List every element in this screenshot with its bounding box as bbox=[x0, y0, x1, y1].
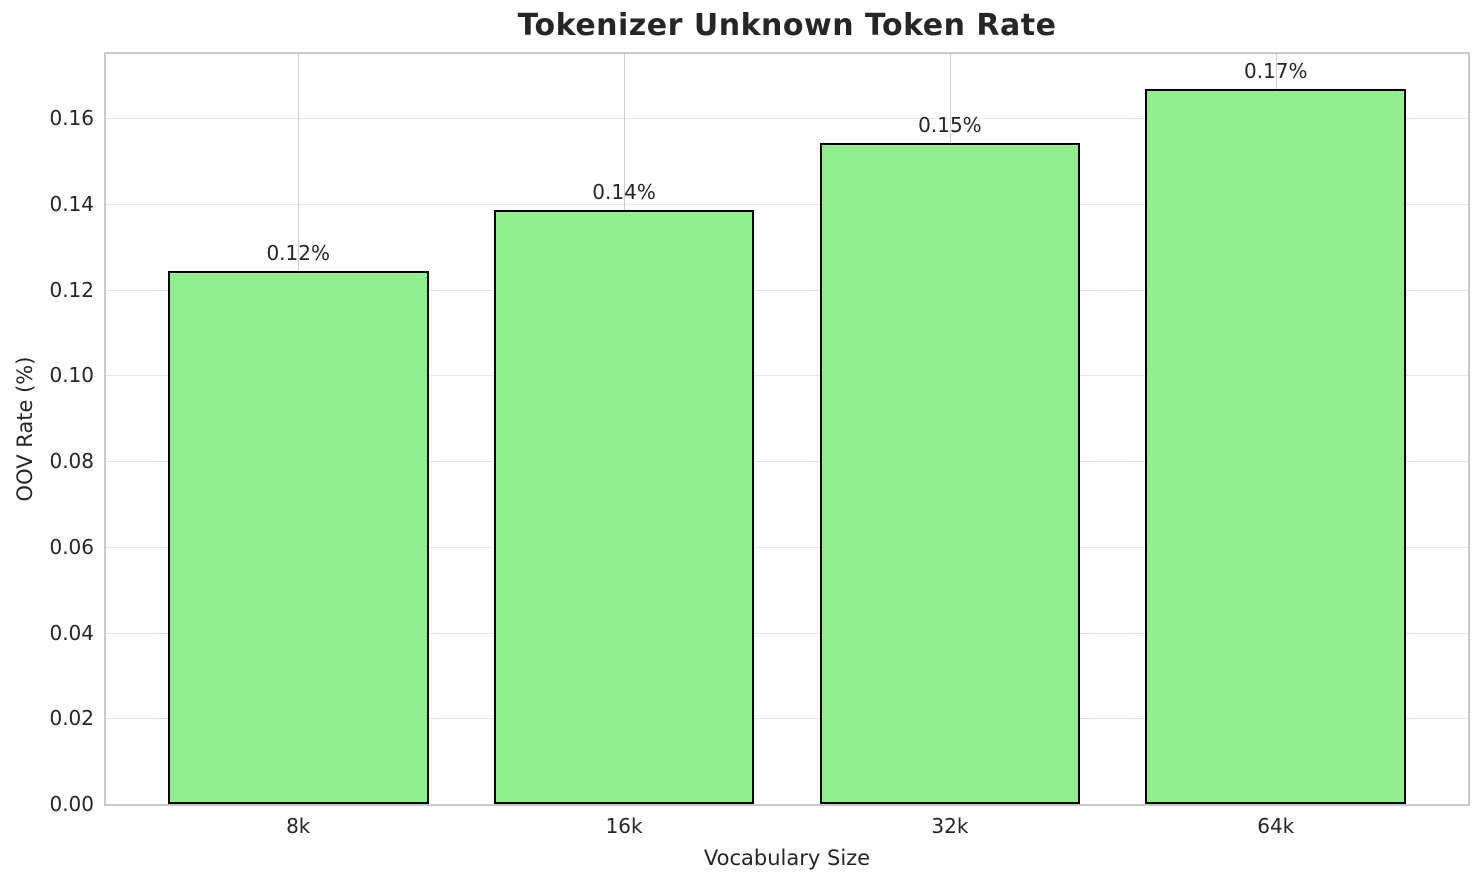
bar-64k bbox=[1145, 89, 1407, 804]
bar-value-label: 0.12% bbox=[266, 241, 331, 266]
gridline-horizontal bbox=[106, 718, 1468, 720]
gridline-horizontal bbox=[106, 118, 1468, 120]
y-tick-label: 0.04 bbox=[49, 620, 94, 645]
x-tick-label: 8k bbox=[286, 814, 311, 838]
gridline-horizontal bbox=[106, 461, 1468, 463]
chart-title: Tokenizer Unknown Token Rate bbox=[517, 8, 1057, 43]
y-tick-label: 0.06 bbox=[49, 534, 94, 559]
y-tick-label: 0.12 bbox=[49, 277, 94, 302]
bar-32k bbox=[819, 143, 1081, 804]
y-tick-label: 0.10 bbox=[49, 363, 94, 388]
y-axis-label: OOV Rate (%) bbox=[13, 356, 37, 502]
gridline-horizontal bbox=[106, 204, 1468, 205]
bar-value-label: 0.14% bbox=[592, 179, 656, 204]
gridline-horizontal bbox=[106, 632, 1468, 634]
gridline-horizontal bbox=[106, 546, 1468, 548]
bar-value-label: 0.17% bbox=[1243, 59, 1308, 84]
gridline-horizontal bbox=[106, 375, 1468, 377]
bar-8k bbox=[167, 271, 429, 804]
y-tick-label: 0.08 bbox=[49, 449, 94, 474]
plot-area: 0.00 0.02 0.04 0.06 0.08 0.10 0.12 0.14 0.16 0.12… bbox=[49, 52, 1470, 838]
x-tick-label: 32k bbox=[931, 814, 969, 838]
x-tick-label: 64k bbox=[1257, 814, 1295, 838]
y-tick-label: 0.14 bbox=[49, 192, 94, 216]
x-tick-label: 16k bbox=[605, 814, 643, 838]
y-tick-label: 0.00 bbox=[49, 792, 94, 816]
gridline-horizontal bbox=[106, 289, 1468, 291]
y-tick-label: 0.02 bbox=[49, 706, 94, 731]
bar-value-label: 0.15% bbox=[918, 113, 982, 138]
x-axis-label: Vocabulary Size bbox=[703, 846, 871, 870]
y-tick-label: 0.16 bbox=[49, 106, 94, 131]
bar-16k bbox=[493, 209, 755, 804]
